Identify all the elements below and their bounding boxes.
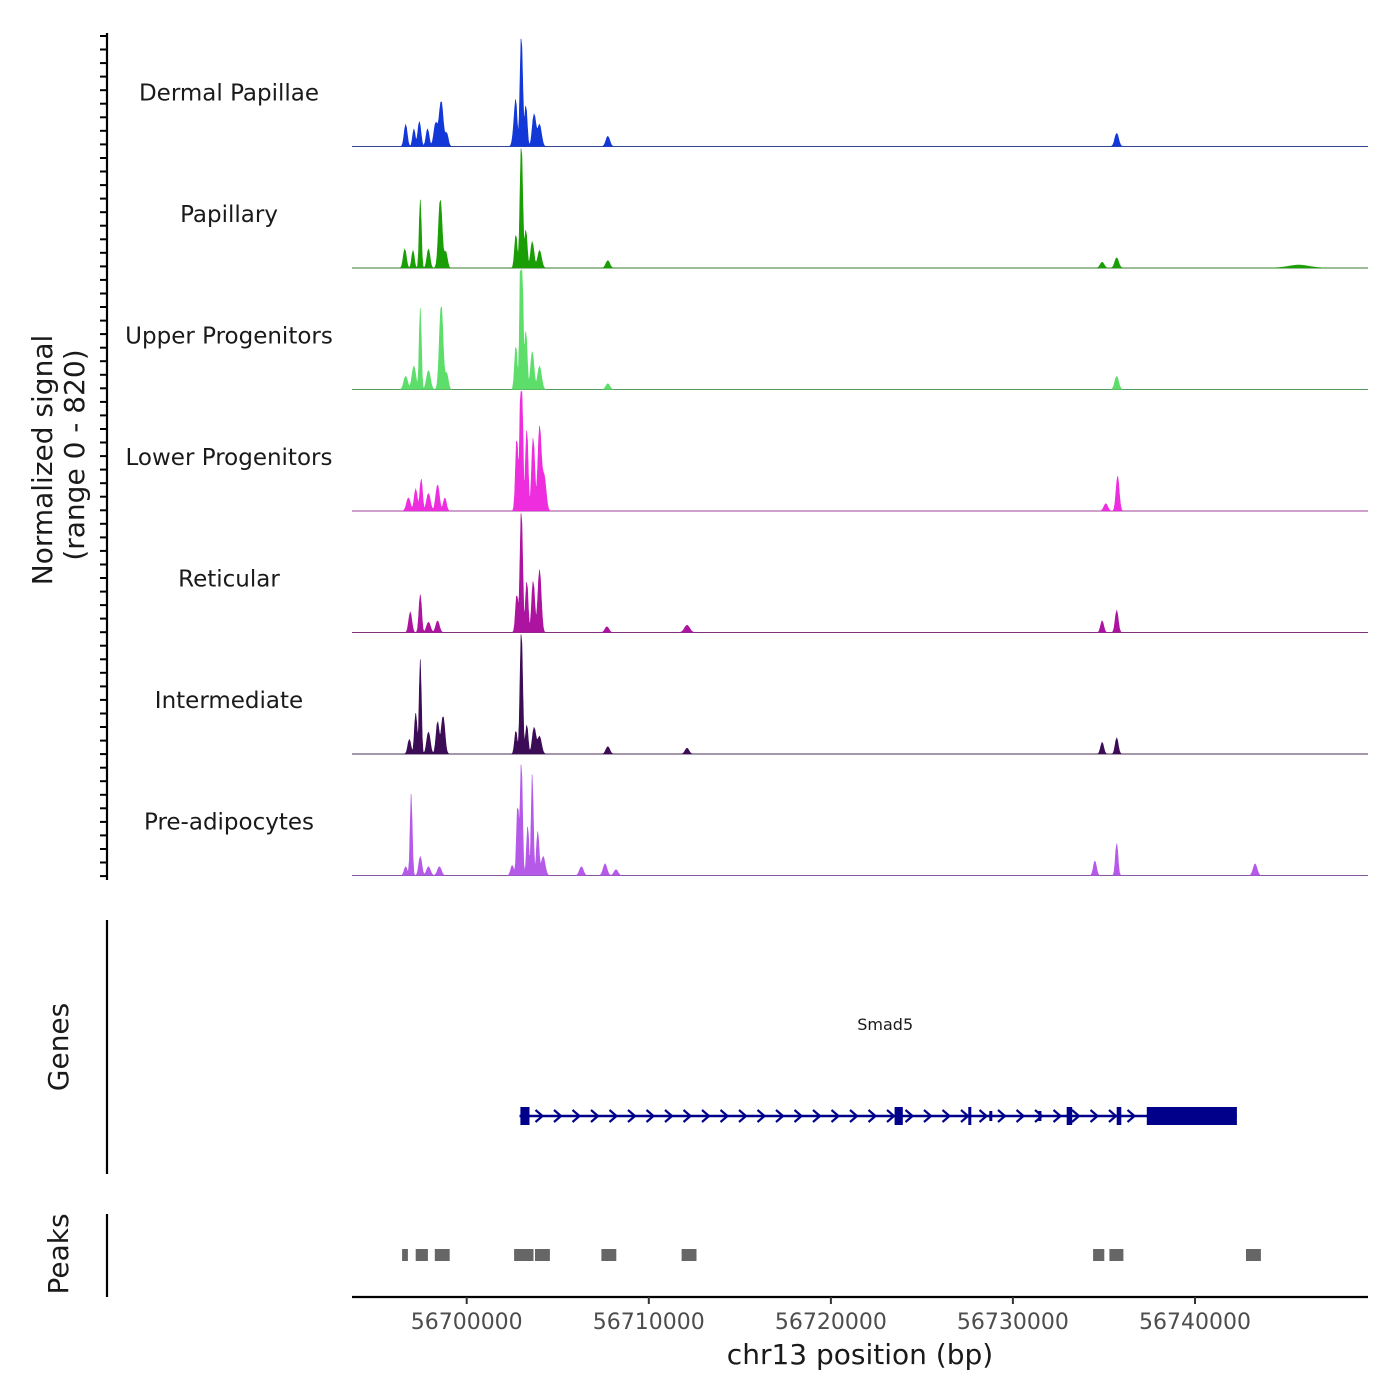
x-axis: 56700000 56710000 56720000 56730000 56740000	[352, 1295, 1368, 1335]
strand-arrow	[1071, 1109, 1081, 1123]
track-label: Lower Progenitors	[126, 445, 333, 471]
gene-model: Smad5	[519, 1015, 1237, 1125]
signal-area	[352, 513, 1368, 633]
peak-region	[415, 1249, 428, 1261]
peaks-ylabel: Peaks	[42, 1213, 75, 1294]
coverage-track: Dermal Papillae	[139, 38, 1368, 147]
strand-arrow	[627, 1109, 637, 1123]
strand-arrow	[608, 1109, 619, 1123]
coverage-track: Reticular	[178, 513, 1368, 633]
signal-area	[352, 269, 1368, 390]
strand-arrow	[664, 1109, 674, 1123]
peak-region	[1246, 1249, 1261, 1261]
strand-arrow	[904, 1109, 915, 1123]
peaks-panel	[402, 1249, 1261, 1261]
track-label: Papillary	[180, 202, 278, 228]
peak-region	[535, 1249, 550, 1261]
strand-arrow	[571, 1109, 582, 1123]
strand-arrow	[682, 1109, 693, 1123]
peak-region	[434, 1249, 450, 1261]
signal-area	[352, 148, 1368, 269]
coverage-track: Lower Progenitors	[126, 391, 1368, 512]
peak-region	[681, 1249, 697, 1261]
track-label: Pre-adipocytes	[144, 810, 314, 836]
strand-arrow	[534, 1109, 545, 1123]
strand-arrow	[553, 1109, 563, 1123]
strand-arrow	[960, 1109, 970, 1123]
coverage-track: Pre-adipocytes	[144, 764, 1368, 876]
exon	[1066, 1107, 1073, 1125]
strand-arrow	[701, 1109, 711, 1123]
signal-area	[352, 764, 1368, 876]
peak-region	[514, 1249, 534, 1261]
x-axis-label: chr13 position (bp)	[727, 1338, 993, 1371]
strand-arrow	[1126, 1109, 1137, 1123]
exon	[1038, 1111, 1042, 1121]
strand-arrow	[1052, 1109, 1063, 1123]
strand-arrow	[756, 1109, 767, 1123]
x-tick-label: 56720000	[775, 1310, 887, 1335]
strand-arrow	[719, 1109, 730, 1123]
signal-area	[352, 391, 1368, 512]
track-label: Intermediate	[155, 688, 303, 714]
exon	[968, 1107, 972, 1125]
strand-arrow	[590, 1109, 600, 1123]
genes-panel: Smad5	[519, 1015, 1237, 1125]
strand-arrow	[886, 1109, 896, 1123]
peak-region	[402, 1249, 408, 1261]
track-label: Dermal Papillae	[139, 81, 319, 107]
strand-arrow	[793, 1109, 804, 1123]
strand-arrow	[1089, 1109, 1100, 1123]
signal-area	[352, 38, 1368, 147]
exon	[520, 1107, 530, 1125]
coverage-y-axis	[100, 33, 109, 880]
gene-name: Smad5	[857, 1015, 913, 1034]
strand-arrow	[830, 1109, 841, 1123]
x-tick-label: 56740000	[1139, 1310, 1251, 1335]
peak-region	[1109, 1249, 1124, 1261]
strand-arrow	[1015, 1109, 1026, 1123]
coverage-ylabel-line2: (range 0 - 820)	[58, 349, 91, 560]
coverage-track: Upper Progenitors	[125, 269, 1368, 390]
strand-arrow	[812, 1109, 822, 1123]
coverage-track: Papillary	[180, 148, 1368, 269]
strand-arrow	[1034, 1109, 1044, 1123]
strand-arrow	[923, 1109, 933, 1123]
exon	[894, 1107, 903, 1125]
exon	[1116, 1107, 1122, 1125]
coverage-ylabel-line1: Normalized signal	[26, 335, 59, 586]
signal-area	[352, 634, 1368, 755]
peak-region	[601, 1249, 617, 1261]
x-tick-label: 56700000	[411, 1310, 523, 1335]
strand-arrow	[941, 1109, 952, 1123]
x-tick-label: 56710000	[593, 1310, 705, 1335]
x-tick-label: 56730000	[957, 1310, 1069, 1335]
track-label: Upper Progenitors	[125, 324, 333, 350]
strand-arrow	[738, 1109, 748, 1123]
peak-region	[1093, 1249, 1105, 1261]
coverage-track: Intermediate	[155, 634, 1368, 755]
strand-arrow	[645, 1109, 656, 1123]
exon	[989, 1111, 993, 1121]
track-label: Reticular	[178, 567, 280, 593]
coverage-panel: Dermal Papillae Papillary Upper Progenitor…	[125, 38, 1368, 876]
strand-arrow	[997, 1109, 1007, 1123]
strand-arrow	[867, 1109, 878, 1123]
strand-arrow	[775, 1109, 785, 1123]
strand-arrow	[978, 1109, 989, 1123]
strand-arrow	[849, 1109, 859, 1123]
strand-arrow	[1108, 1109, 1118, 1123]
exon	[1146, 1107, 1237, 1125]
genes-ylabel: Genes	[42, 1003, 75, 1091]
